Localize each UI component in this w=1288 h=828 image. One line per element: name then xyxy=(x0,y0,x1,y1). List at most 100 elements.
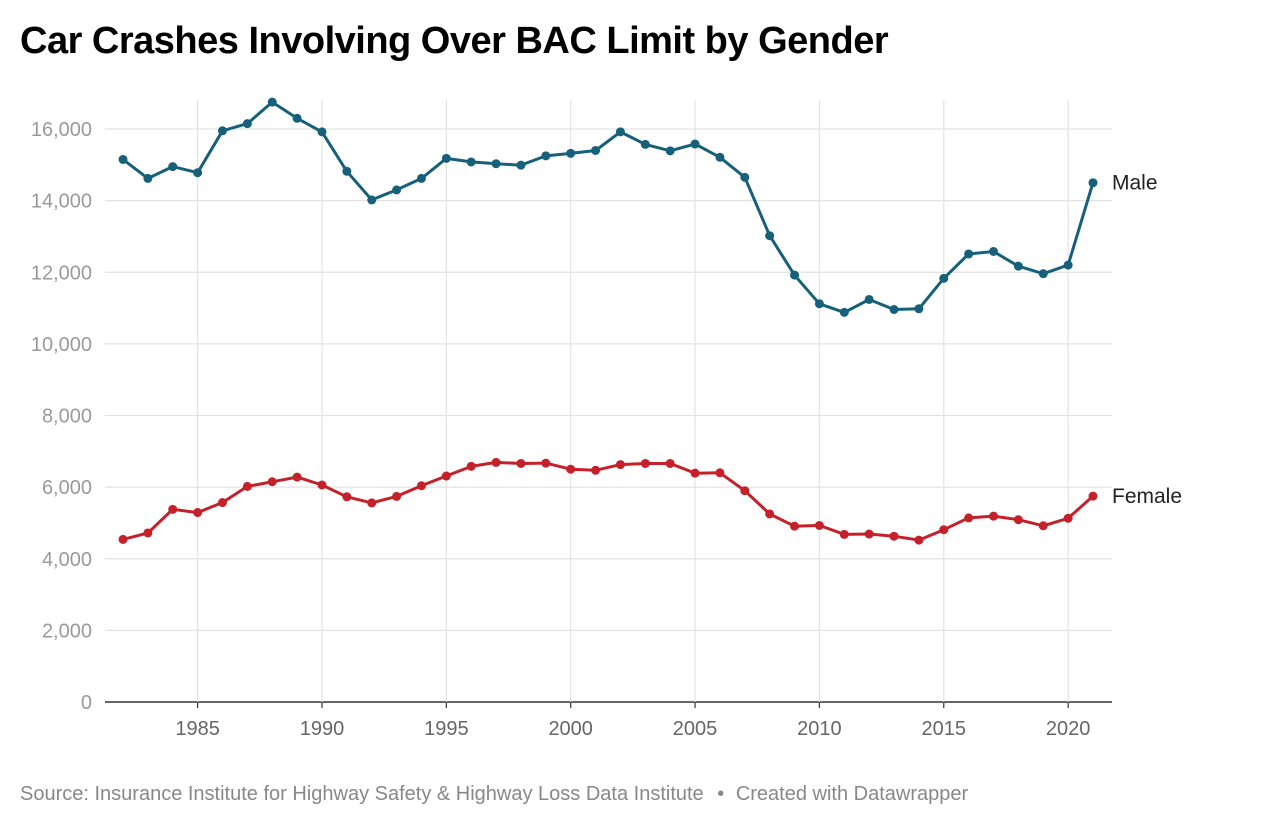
y-tick-label: 4,000 xyxy=(42,549,92,571)
male-point xyxy=(839,307,849,317)
male-point xyxy=(367,195,377,205)
female-series xyxy=(118,457,1098,545)
male-point xyxy=(790,270,800,280)
female-point xyxy=(665,458,675,468)
male-point xyxy=(591,145,601,155)
male-point xyxy=(193,168,203,178)
female-point xyxy=(168,504,178,514)
female-point xyxy=(292,472,302,482)
female-point xyxy=(441,471,451,481)
male-point xyxy=(939,273,949,283)
male-point xyxy=(1063,260,1073,270)
male-point xyxy=(964,249,974,259)
x-tick-label: 2000 xyxy=(548,718,593,740)
male-series-label: Male xyxy=(1112,172,1158,195)
female-point xyxy=(317,480,327,490)
credit-note: Created with Datawrapper xyxy=(735,783,969,805)
male-point xyxy=(864,294,874,304)
y-tick-label: 2,000 xyxy=(42,620,92,642)
y-tick-label: 12,000 xyxy=(31,262,92,284)
x-axis-tick-labels: 1985 1990 1995 2000 2005 2010 2015 2020 xyxy=(175,718,1090,740)
female-point xyxy=(640,458,650,468)
male-series xyxy=(118,97,1098,317)
male-point xyxy=(168,162,178,172)
male-point xyxy=(267,97,277,107)
female-point xyxy=(1038,521,1048,531)
male-point xyxy=(466,157,476,167)
male-point xyxy=(441,153,451,163)
female-series-label: Female xyxy=(1112,485,1182,508)
series-lines xyxy=(118,97,1098,545)
y-tick-label: 6,000 xyxy=(42,477,92,499)
male-point xyxy=(541,151,551,161)
x-tick-label: 2020 xyxy=(1046,718,1091,740)
y-tick-label: 14,000 xyxy=(31,191,92,213)
male-point xyxy=(317,127,327,137)
female-point xyxy=(491,457,501,467)
male-point xyxy=(665,146,675,156)
female-line xyxy=(121,460,1095,542)
female-point xyxy=(342,492,352,502)
female-point xyxy=(1088,491,1098,501)
gridlines xyxy=(105,100,1112,708)
female-point xyxy=(839,529,849,539)
x-tick-label: 2010 xyxy=(797,718,842,740)
male-point xyxy=(342,166,352,176)
female-point xyxy=(914,535,924,545)
female-point xyxy=(566,464,576,474)
female-point xyxy=(217,498,227,508)
female-point xyxy=(143,528,153,538)
female-point xyxy=(541,458,551,468)
male-point xyxy=(1013,261,1023,271)
female-point xyxy=(1013,515,1023,525)
female-point xyxy=(740,486,750,496)
male-point xyxy=(640,139,650,149)
male-point xyxy=(765,231,775,241)
female-point xyxy=(1063,513,1073,523)
chart-title: Car Crashes Involving Over BAC Limit by … xyxy=(20,20,889,62)
series-labels: Male Female xyxy=(1112,172,1182,508)
y-tick-label: 16,000 xyxy=(31,119,92,141)
female-point xyxy=(516,458,526,468)
y-axis-tick-labels: 0 2,000 4,000 6,000 8,000 10,000 12,000 14,000 1… xyxy=(31,119,92,714)
male-point xyxy=(1038,269,1048,279)
male-point xyxy=(242,119,252,129)
y-tick-label: 0 xyxy=(81,692,92,714)
female-point xyxy=(466,461,476,471)
male-point xyxy=(989,246,999,256)
male-point xyxy=(690,139,700,149)
male-point xyxy=(392,185,402,195)
x-tick-label: 1995 xyxy=(424,718,469,740)
female-point xyxy=(765,509,775,519)
female-point xyxy=(267,477,277,487)
female-point xyxy=(889,531,899,541)
male-point xyxy=(715,152,725,162)
y-tick-label: 8,000 xyxy=(42,406,92,428)
footer: Source: Insurance Institute for Highway … xyxy=(20,783,968,806)
male-point xyxy=(914,304,924,314)
y-tick-label: 10,000 xyxy=(31,334,92,356)
x-tick-label: 1985 xyxy=(175,718,220,740)
male-line xyxy=(121,100,1095,314)
female-point xyxy=(416,481,426,491)
male-point xyxy=(889,304,899,314)
female-point xyxy=(814,520,824,530)
female-point xyxy=(964,513,974,523)
x-tick-label: 2005 xyxy=(673,718,718,740)
female-point xyxy=(690,468,700,478)
female-point xyxy=(715,468,725,478)
male-point xyxy=(143,173,153,183)
footer-separator: • xyxy=(717,783,725,805)
female-point xyxy=(392,491,402,501)
male-point xyxy=(615,127,625,137)
female-point xyxy=(790,521,800,531)
female-point xyxy=(591,465,601,475)
female-point xyxy=(118,534,128,544)
male-point xyxy=(491,159,501,169)
male-point xyxy=(566,148,576,158)
female-point xyxy=(367,498,377,508)
male-point xyxy=(118,154,128,164)
female-point xyxy=(939,525,949,535)
male-point xyxy=(217,126,227,136)
